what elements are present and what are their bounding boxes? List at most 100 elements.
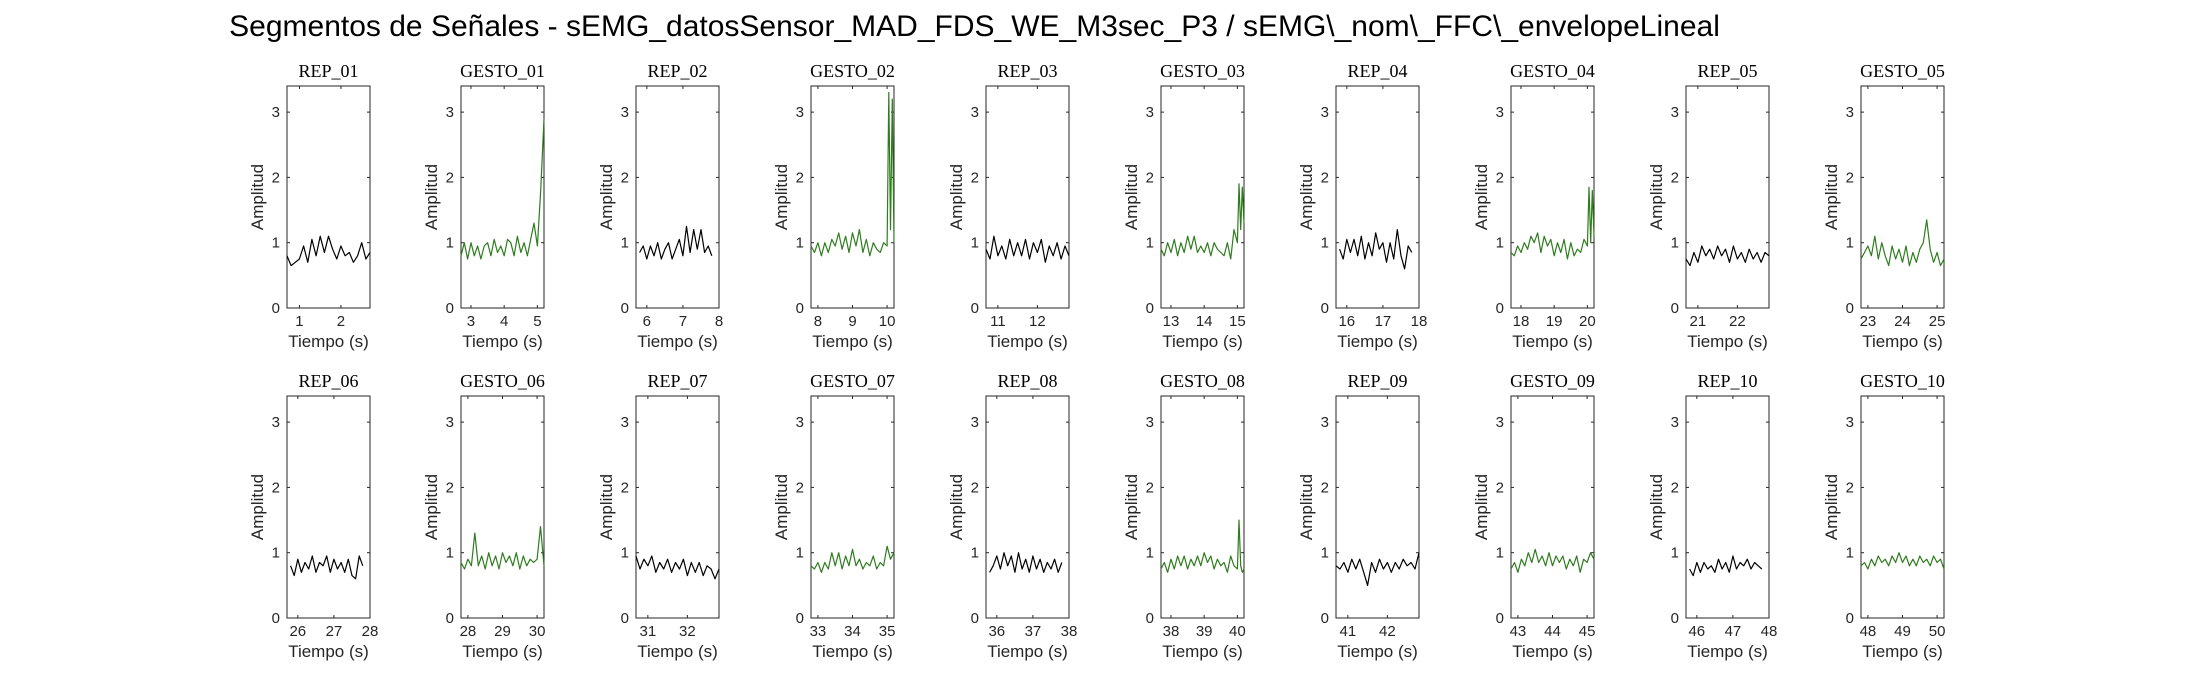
plot-frame bbox=[1510, 395, 1595, 619]
y-tick-label: 3 bbox=[446, 104, 454, 121]
y-axis-label: Amplitud bbox=[772, 474, 791, 540]
subplot-title: GESTO_09 bbox=[1510, 371, 1595, 391]
x-axis-label: Tiempo (s) bbox=[987, 332, 1068, 351]
y-tick-label: 3 bbox=[1496, 104, 1504, 121]
y-axis-label: Amplitud bbox=[1822, 474, 1841, 540]
y-tick-label: 3 bbox=[1321, 414, 1329, 431]
x-tick-label: 33 bbox=[810, 623, 827, 640]
x-axis-label: Tiempo (s) bbox=[1687, 642, 1768, 661]
x-tick-label: 31 bbox=[640, 623, 657, 640]
plot-frame bbox=[1335, 85, 1420, 309]
y-tick-label: 2 bbox=[446, 479, 454, 496]
plot-frame bbox=[1160, 85, 1245, 309]
x-tick-label: 17 bbox=[1375, 313, 1392, 330]
plot-frame bbox=[985, 85, 1070, 309]
x-tick-label: 41 bbox=[1340, 623, 1357, 640]
x-tick-label: 12 bbox=[1029, 313, 1046, 330]
signal-line bbox=[985, 235, 1070, 263]
y-tick-label: 0 bbox=[1146, 610, 1154, 627]
plot-frame bbox=[1860, 85, 1945, 309]
y-tick-label: 1 bbox=[1846, 235, 1854, 252]
subplot-gesto-09: GESTO_09 0 1 2 3 43 44 45 Tiempo (s) Amplitud bbox=[1472, 371, 1595, 661]
y-tick-label: 1 bbox=[796, 545, 804, 562]
y-tick-label: 0 bbox=[971, 300, 979, 317]
y-axis-label: Amplitud bbox=[1472, 474, 1491, 540]
subplot-gesto-04: GESTO_04 0 1 2 3 18 19 20 Tiempo (s) Amplitud bbox=[1472, 61, 1596, 351]
y-tick-label: 1 bbox=[971, 235, 979, 252]
figure-title: Segmentos de Señales - sEMG_datosSensor_… bbox=[229, 10, 1720, 43]
plot-frame bbox=[635, 85, 720, 309]
y-tick-label: 0 bbox=[1321, 610, 1329, 627]
y-tick-label: 2 bbox=[796, 479, 804, 496]
x-tick-label: 38 bbox=[1163, 623, 1180, 640]
x-tick-label: 46 bbox=[1688, 623, 1705, 640]
x-tick-label: 49 bbox=[1894, 623, 1911, 640]
subplot-gesto-03: GESTO_03 0 1 2 3 13 14 15 Tiempo (s) Amplitud bbox=[1122, 61, 1246, 351]
x-axis-label: Tiempo (s) bbox=[637, 332, 718, 351]
y-tick-label: 3 bbox=[621, 414, 629, 431]
subplot-rep-09: REP_09 0 1 2 3 41 42 Tiempo (s) Amplitud bbox=[1297, 371, 1420, 661]
y-axis-label: Amplitud bbox=[248, 474, 267, 540]
x-tick-label: 28 bbox=[362, 623, 379, 640]
x-tick-label: 38 bbox=[1061, 623, 1078, 640]
signal-line bbox=[286, 235, 371, 267]
y-axis-label: Amplitud bbox=[1647, 164, 1666, 230]
y-tick-label: 0 bbox=[1496, 300, 1504, 317]
y-axis-label: Amplitud bbox=[1472, 164, 1491, 230]
y-tick-label: 0 bbox=[1496, 610, 1504, 627]
y-tick-label: 2 bbox=[1321, 169, 1329, 186]
signal-line bbox=[635, 555, 720, 580]
signal-line bbox=[1860, 219, 1945, 267]
x-tick-label: 45 bbox=[1579, 623, 1596, 640]
y-axis-label: Amplitud bbox=[248, 164, 267, 230]
y-tick-label: 3 bbox=[1146, 104, 1154, 121]
x-axis-label: Tiempo (s) bbox=[1162, 332, 1243, 351]
signal-line bbox=[1339, 229, 1413, 270]
y-tick-label: 1 bbox=[272, 545, 280, 562]
y-tick-label: 1 bbox=[446, 545, 454, 562]
y-axis-label: Amplitud bbox=[1122, 164, 1141, 230]
subplot-rep-08: REP_08 0 1 2 3 36 37 38 Tiempo (s) Amplitud bbox=[947, 371, 1077, 661]
subplot-title: REP_07 bbox=[647, 371, 707, 391]
subplot-rep-02: REP_02 0 1 2 3 6 7 8 Tiempo (s) Amplitud bbox=[597, 61, 723, 351]
y-axis-label: Amplitud bbox=[1822, 164, 1841, 230]
x-axis-label: Tiempo (s) bbox=[462, 642, 543, 661]
x-tick-label: 1 bbox=[295, 313, 303, 330]
plot-frame bbox=[635, 395, 720, 619]
subplot-gesto-02: GESTO_02 0 1 2 3 8 9 10 Tiempo (s) Amplitud bbox=[772, 61, 895, 351]
x-axis-label: Tiempo (s) bbox=[987, 642, 1068, 661]
subplot-title: GESTO_08 bbox=[1160, 371, 1245, 391]
signal-line bbox=[290, 555, 364, 580]
y-tick-label: 1 bbox=[971, 545, 979, 562]
y-tick-label: 3 bbox=[446, 414, 454, 431]
signal-line bbox=[1160, 519, 1245, 573]
y-axis-label: Amplitud bbox=[422, 474, 441, 540]
y-tick-label: 0 bbox=[621, 300, 629, 317]
x-tick-label: 28 bbox=[460, 623, 477, 640]
y-tick-label: 0 bbox=[272, 610, 280, 627]
x-tick-label: 9 bbox=[848, 313, 856, 330]
x-tick-label: 8 bbox=[814, 313, 822, 330]
y-tick-label: 3 bbox=[1321, 104, 1329, 121]
x-axis-label: Tiempo (s) bbox=[1512, 642, 1593, 661]
subplot-title: GESTO_07 bbox=[810, 371, 895, 391]
signal-line bbox=[1860, 552, 1945, 570]
y-tick-label: 1 bbox=[1496, 545, 1504, 562]
plot-frame bbox=[460, 85, 545, 309]
x-axis-label: Tiempo (s) bbox=[288, 642, 369, 661]
subplot-title: REP_03 bbox=[997, 61, 1057, 81]
subplot-title: GESTO_02 bbox=[810, 61, 895, 81]
subplot-rep-10: REP_10 0 1 2 3 46 47 48 Tiempo (s) Amplitud bbox=[1647, 371, 1777, 661]
y-tick-label: 3 bbox=[1146, 414, 1154, 431]
x-tick-label: 24 bbox=[1894, 313, 1911, 330]
y-axis-label: Amplitud bbox=[772, 164, 791, 230]
subplot-title: GESTO_03 bbox=[1160, 61, 1245, 81]
plot-frame bbox=[1685, 85, 1770, 309]
x-tick-label: 8 bbox=[715, 313, 723, 330]
x-tick-label: 6 bbox=[643, 313, 651, 330]
y-tick-label: 3 bbox=[1846, 414, 1854, 431]
subplot-title: GESTO_04 bbox=[1510, 61, 1595, 81]
x-tick-label: 18 bbox=[1513, 313, 1530, 330]
x-tick-label: 7 bbox=[679, 313, 687, 330]
